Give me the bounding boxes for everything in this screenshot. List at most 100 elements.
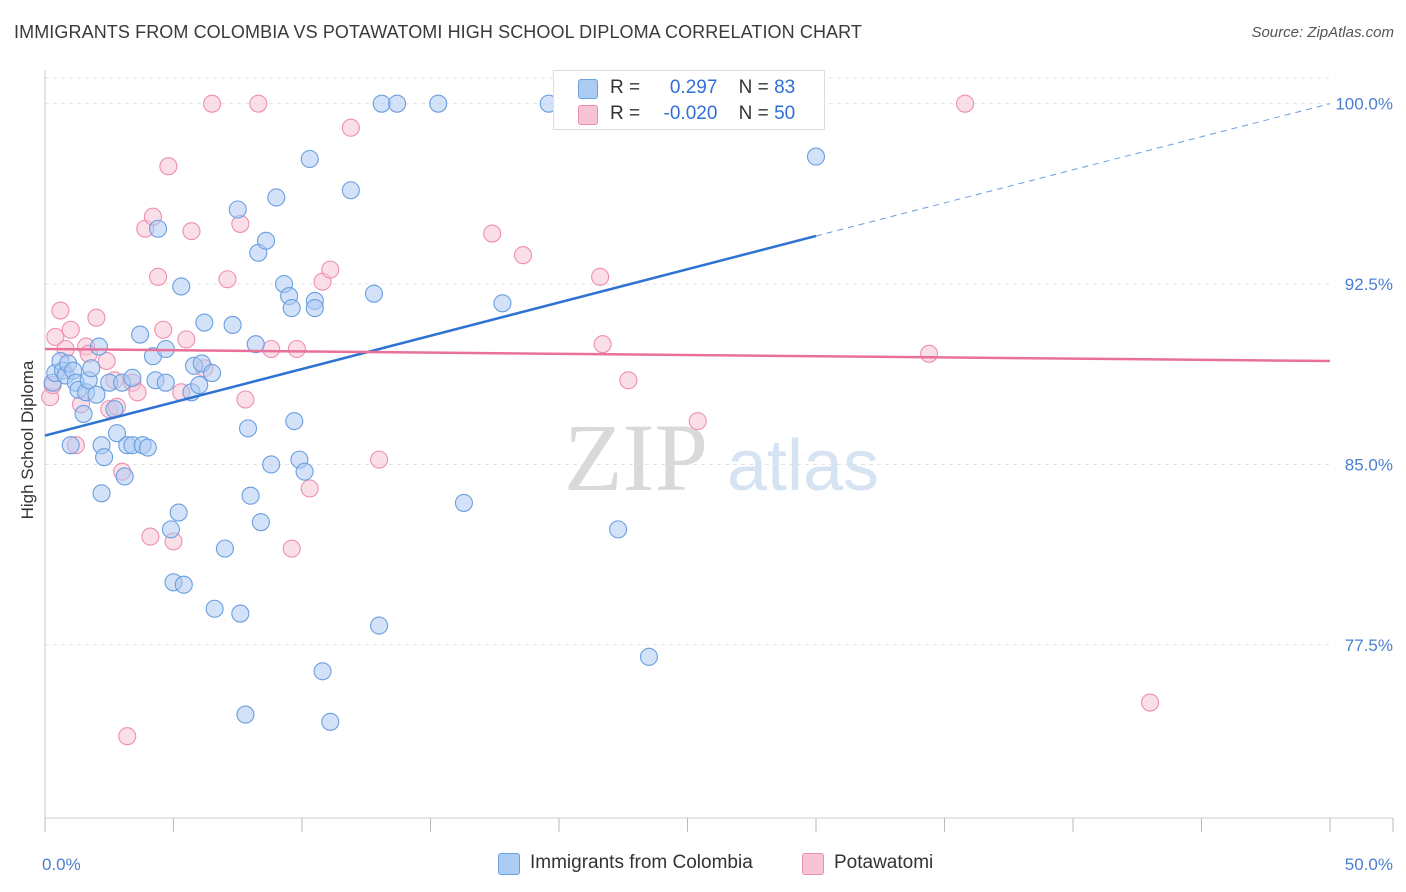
colombia-point	[169, 503, 188, 522]
colombia-point	[231, 604, 250, 623]
potawatomi-point	[87, 308, 106, 327]
colombia-point	[156, 373, 175, 392]
colombia-point	[262, 455, 281, 474]
colombia-point	[364, 284, 384, 303]
potawatomi-point	[593, 335, 612, 354]
potawatomi-trend-line	[44, 347, 1331, 363]
colombia-point	[61, 436, 80, 455]
colombia-point	[115, 467, 134, 486]
potawatomi-point	[483, 224, 502, 243]
gridlines	[45, 77, 1330, 646]
colombia-point	[149, 219, 168, 238]
chart-title: IMMIGRANTS FROM COLOMBIA VS POTAWATOMI H…	[14, 22, 863, 42]
colombia-point	[493, 294, 512, 313]
colombia-point	[251, 513, 270, 532]
colombia-point	[131, 325, 150, 344]
potawatomi-point	[1141, 693, 1160, 712]
potawatomi-point	[236, 390, 255, 409]
colombia-point	[205, 599, 224, 618]
potawatomi-point	[282, 539, 301, 558]
legend-swatch-colombia	[498, 853, 520, 875]
colombia-point	[190, 376, 209, 395]
x-tick-label-max: 50.0%	[1345, 855, 1393, 874]
potawatomi-point	[321, 260, 340, 279]
potawatomi-point	[149, 267, 168, 286]
colombia-point	[236, 705, 255, 724]
watermark-zip: ZIP	[564, 404, 708, 511]
colombia-point	[321, 712, 340, 731]
colombia-point	[174, 575, 193, 594]
colombia-points	[43, 94, 826, 731]
colombia-point	[300, 149, 319, 169]
legend-swatch-potawatomi	[802, 853, 824, 875]
potawatomi-point	[141, 527, 160, 546]
potawatomi-point	[159, 157, 178, 176]
potawatomi-point	[513, 246, 533, 265]
colombia-point	[388, 94, 407, 113]
y-tick-label: 100.0%	[1335, 95, 1393, 114]
r-value: 0.297	[669, 77, 718, 98]
colombia-point	[295, 462, 314, 481]
colombia-point	[241, 486, 260, 505]
potawatomi-point	[203, 94, 222, 113]
n-value: 83	[774, 77, 796, 98]
colombia-point	[282, 299, 301, 318]
trend-lines	[44, 103, 1331, 437]
y-tick-label: 77.5%	[1345, 636, 1393, 655]
potawatomi-point	[177, 330, 196, 349]
colombia-point	[74, 404, 93, 423]
potawatomi-point	[118, 727, 137, 746]
legend-swatch-colombia	[578, 79, 598, 99]
source-label: Source: ZipAtlas.com	[1251, 24, 1394, 41]
colombia-point	[609, 520, 628, 539]
potawatomi-point	[619, 371, 638, 390]
potawatomi-point	[51, 301, 70, 320]
colombia-point	[107, 424, 127, 443]
r-label: R =	[610, 77, 641, 98]
correlation-legend: R = 0.297 N = 83 R = -0.020 N = 50	[553, 70, 825, 130]
colombia-point	[806, 147, 826, 166]
r-value: -0.020	[663, 103, 718, 124]
colombia-trend-extension	[815, 103, 1331, 237]
potawatomi-point	[182, 222, 201, 241]
colombia-point	[429, 94, 448, 113]
potawatomi-point	[154, 320, 173, 339]
potawatomi-point	[287, 339, 306, 359]
potawatomi-point	[370, 450, 389, 469]
potawatomi-point	[920, 344, 939, 363]
tick-labels: 100.0% 92.5% 85.0% 77.5% 0.0% 50.0%	[42, 95, 1393, 874]
potawatomi-point	[97, 351, 116, 371]
legend-swatch-potawatomi	[578, 105, 598, 125]
legend-text-colombia: R = 0.297 N = 83	[610, 77, 795, 99]
colombia-point	[215, 539, 234, 558]
potawatomi-point	[591, 267, 610, 286]
potawatomi-point	[46, 327, 65, 347]
colombia-point	[138, 438, 157, 457]
watermark-atlas: atlas	[727, 426, 879, 506]
r-label: R =	[610, 103, 641, 124]
potawatomi-point	[956, 94, 975, 113]
colombia-point	[92, 484, 111, 503]
colombia-point	[372, 94, 391, 113]
colombia-point	[285, 412, 304, 431]
colombia-point	[454, 493, 473, 512]
axes	[44, 70, 1394, 832]
y-axis-label: High School Diploma	[18, 360, 37, 520]
colombia-point	[161, 520, 180, 539]
colombia-point	[82, 359, 101, 378]
potawatomi-point	[262, 339, 281, 359]
colombia-point	[238, 419, 258, 438]
colombia-point	[639, 647, 659, 666]
watermark: ZIP atlas	[564, 404, 879, 511]
n-label: N =	[738, 77, 769, 98]
y-axis-label-wrap: High School Diploma	[16, 330, 40, 550]
legend-text-potawatomi: R = -0.020 N = 50	[610, 103, 795, 125]
colombia-point	[203, 363, 222, 383]
colombia-point	[305, 299, 324, 318]
colombia-point	[87, 385, 106, 404]
n-value: 50	[774, 103, 796, 124]
colombia-point	[123, 368, 142, 387]
potawatomi-point	[341, 118, 360, 137]
potawatomi-point	[249, 94, 268, 113]
